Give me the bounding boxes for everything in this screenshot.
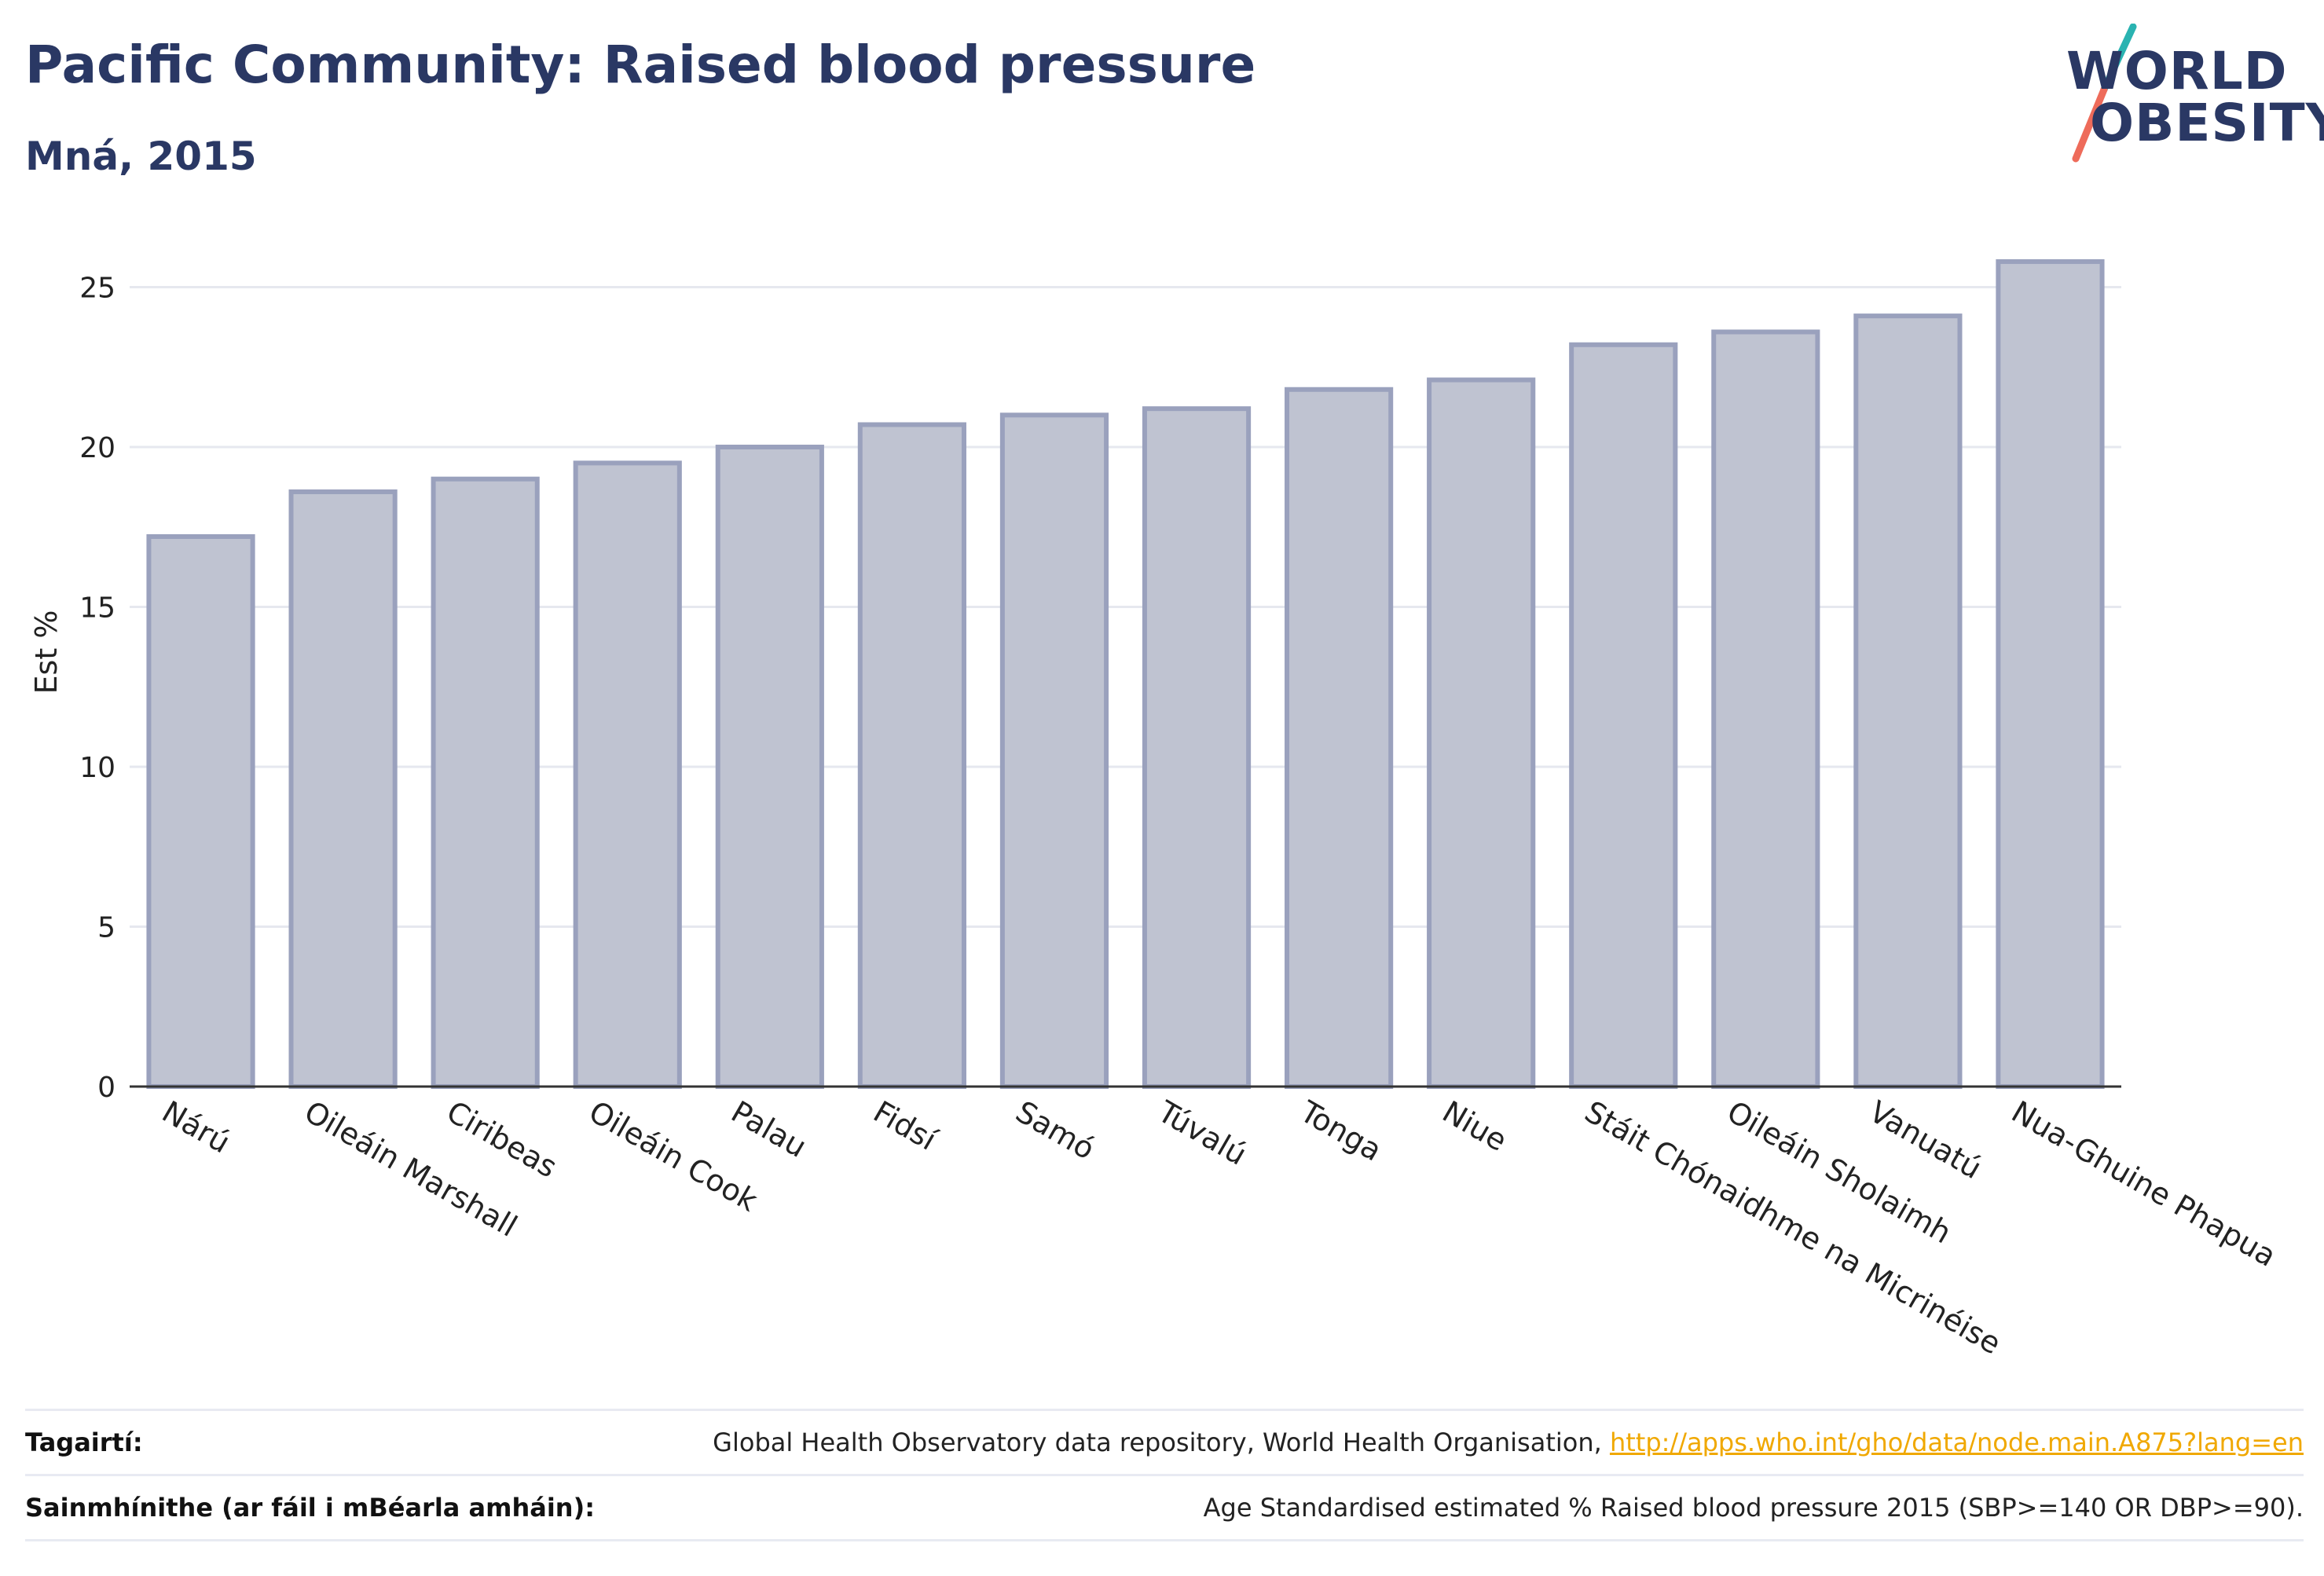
y-tick-label: 10 [79,752,115,784]
bar[interactable] [288,489,398,1089]
bar[interactable] [573,460,682,1089]
y-tick-label: 20 [79,432,115,464]
x-tick-label: Vanuatú [1864,1094,1988,1186]
references-label: Tagairtí: [25,1428,143,1457]
definitions-label: Sainmhínithe (ar fáil i mBéarla amháin): [25,1493,595,1523]
y-tick-label: 25 [79,273,115,305]
y-axis-label: Est % [29,610,64,695]
references-value: Global Health Observatory data repositor… [713,1428,2304,1457]
x-tick-label: Túvalú [1152,1094,1252,1172]
chart-subtitle: Mná, 2015 [25,134,257,179]
bar[interactable] [1427,377,1536,1089]
bar[interactable] [857,422,966,1089]
x-tick-label: Ciribeas [441,1094,563,1185]
bar[interactable] [1996,258,2105,1090]
definitions-text: Age Standardised estimated % Raised bloo… [1203,1493,2304,1523]
bar[interactable] [1853,313,1963,1089]
footer-references: Tagairtí: Global Health Observatory data… [25,1409,2304,1474]
bar[interactable] [1285,387,1394,1089]
bar[interactable] [1711,329,1820,1090]
footer-definitions: Sainmhínithe (ar fáil i mBéarla amháin):… [25,1474,2304,1541]
y-tick-label: 0 [97,1072,115,1104]
x-tick-label: Nua-Ghuine Phapua [2006,1094,2282,1274]
logo-text-obesity: OBESITY [2090,93,2324,153]
bars [146,258,2105,1090]
chart-title: Pacific Community: Raised blood pressure [25,35,1256,95]
bar[interactable] [146,533,255,1089]
bar[interactable] [999,412,1109,1089]
logo-slash-icon [2072,24,2137,163]
y-tick-label: 15 [79,592,115,625]
bar[interactable] [431,476,540,1089]
x-tick-label: Tonga [1294,1094,1387,1167]
world-obesity-logo: WORLD OBESITY [2043,24,2324,165]
x-tick-label: Niue [1437,1094,1513,1158]
x-tick-label: Nárú [156,1094,236,1160]
logo-text-world: WORLD [2066,41,2288,101]
x-tick-label: Fidsí [867,1094,943,1158]
bar[interactable] [1142,406,1252,1089]
x-tick-label: Palau [725,1094,812,1164]
x-tick-label: Samó [1010,1094,1100,1167]
bar[interactable] [1569,342,1678,1089]
references-link[interactable]: http://apps.who.int/gho/data/node.main.A… [1609,1428,2304,1457]
y-tick-label: 5 [97,912,115,944]
grid-lines [130,286,2121,928]
references-text: Global Health Observatory data repositor… [713,1428,1610,1457]
bar[interactable] [715,445,824,1089]
